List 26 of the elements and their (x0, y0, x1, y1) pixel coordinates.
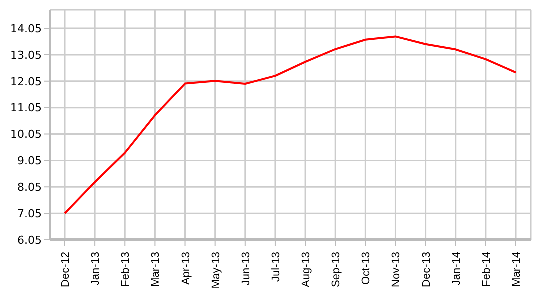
y-tick-label: 7.05 (18, 207, 42, 220)
x-tick-label: Feb-14 (480, 252, 493, 287)
x-tick-label: Nov-13 (390, 252, 403, 288)
x-tick-label: Mar-13 (150, 252, 162, 287)
line-series (64, 36, 517, 215)
y-tick-label: 10.05 (10, 128, 42, 142)
y-tick-label: 13.05 (10, 48, 42, 62)
x-tick-label: May-13 (210, 252, 222, 289)
x-tick-label: Jan-14 (450, 252, 463, 286)
x-tick-label: Mar-14 (511, 252, 523, 287)
y-tick-label: 12.05 (10, 75, 42, 88)
y-tick-label: 6.05 (18, 234, 42, 247)
y-tick-label: 14.05 (10, 22, 42, 36)
x-tick-label: Jun-13 (240, 252, 252, 286)
x-tick-label: Aug-13 (300, 252, 313, 288)
y-tick-label: 9.05 (18, 154, 42, 168)
x-tick-label: Oct-13 (360, 252, 373, 286)
x-tick-label: Apr-13 (180, 252, 192, 286)
x-tick-label: Dec-12 (60, 252, 72, 288)
x-tick-label: Jan-13 (90, 252, 102, 286)
y-tick-label: 11.05 (10, 102, 42, 115)
x-tick-label: Jul-13 (270, 252, 282, 282)
y-tick-label: 8.05 (18, 181, 42, 194)
x-tick-label: Feb-13 (120, 252, 132, 287)
x-tick-label: Sep-13 (330, 252, 343, 288)
x-tick-label: Dec-13 (420, 252, 433, 288)
